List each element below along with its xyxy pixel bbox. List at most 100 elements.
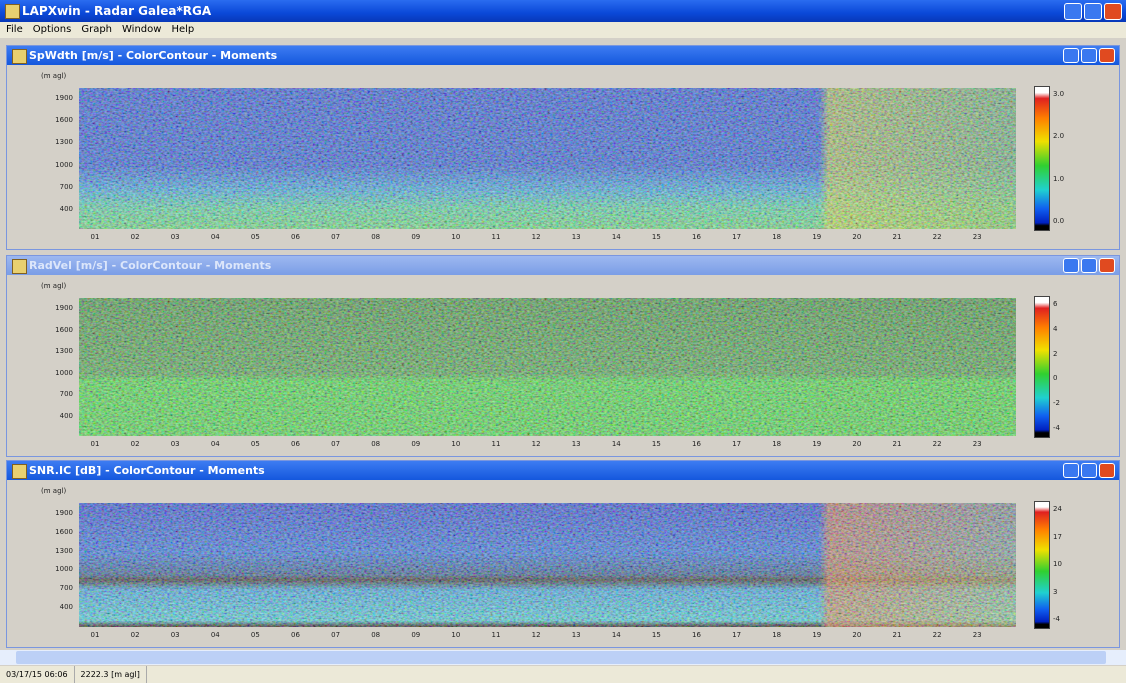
- x-tick-label: 01: [90, 233, 100, 241]
- x-tick-label: 13: [571, 233, 581, 241]
- x-tick-label: 11: [491, 631, 501, 639]
- maximize-button[interactable]: [1081, 48, 1097, 63]
- y-tick-label: 1000: [55, 160, 73, 169]
- plot-window-buttons: [1063, 258, 1115, 273]
- plot-window-title-bar: SpWdth [m/s] - ColorContour - Moments: [7, 46, 1119, 65]
- app-icon: [5, 4, 20, 19]
- x-tick-label: 06: [291, 631, 300, 639]
- colorbar-label: 1.0: [1053, 174, 1065, 183]
- x-tick-label: 06: [291, 440, 300, 448]
- y-tick-label: 1300: [55, 138, 73, 147]
- speckle: [79, 503, 1016, 627]
- plot-icon: [12, 259, 27, 274]
- title-bar: LAPXwin - Radar Galea*RGA: [0, 0, 1126, 22]
- x-tick-label: 17: [732, 631, 742, 639]
- plot-window: RadVel [m/s] - ColorContour - Moments (m …: [6, 255, 1120, 457]
- x-tick-label: 04: [210, 631, 220, 639]
- x-tick-label: 18: [772, 631, 782, 639]
- minimize-button[interactable]: [1063, 258, 1079, 273]
- minimize-button[interactable]: [1064, 3, 1082, 20]
- colorbar-label: 2: [1053, 349, 1058, 358]
- x-tick-label: 12: [531, 631, 541, 639]
- x-tick-label: 10: [451, 631, 461, 639]
- close-button[interactable]: [1099, 463, 1115, 478]
- x-tick-label: 15: [651, 440, 661, 448]
- x-tick-label: 02: [130, 233, 140, 241]
- window-title: LAPXwin - Radar Galea*RGA: [22, 4, 212, 18]
- x-tick-label: 12: [531, 440, 541, 448]
- window-buttons: [1064, 3, 1122, 20]
- menu-item[interactable]: File: [6, 24, 23, 35]
- menu-item[interactable]: Window: [122, 24, 162, 35]
- x-tick-label: 05: [250, 440, 260, 448]
- menu-item[interactable]: Options: [32, 24, 72, 35]
- x-tick-label: 13: [571, 440, 581, 448]
- y-tick-label: 1900: [55, 94, 73, 102]
- y-tick-label: 1300: [55, 546, 73, 555]
- menu-item[interactable]: Help: [171, 24, 195, 35]
- colorbar-label: -4: [1053, 424, 1060, 432]
- x-tick-label: 19: [812, 440, 822, 448]
- x-tick-label: 05: [250, 631, 260, 639]
- x-tick-label: 05: [250, 233, 260, 241]
- x-tick-label: 22: [932, 631, 942, 639]
- minimize-button[interactable]: [1063, 463, 1079, 478]
- plot-icon: [12, 464, 27, 479]
- colorbar: [1034, 86, 1050, 231]
- x-tick-label: 18: [772, 233, 782, 241]
- x-tick-label: 04: [210, 233, 220, 241]
- y-tick-label: 1300: [55, 347, 73, 356]
- colorbar-label: 4: [1053, 324, 1058, 333]
- colorbar: [1034, 296, 1050, 438]
- y-tick-label: 700: [59, 390, 73, 399]
- plot-window: SNR.IC [dB] - ColorContour - Moments (m a…: [6, 460, 1120, 648]
- minimize-button[interactable]: [1063, 48, 1079, 63]
- maximize-button[interactable]: [1081, 258, 1097, 273]
- status-bar: 03/17/15 06:06 2222.3 [m agl]: [0, 666, 1126, 683]
- x-tick-label: 06: [291, 233, 300, 241]
- menu-bar: File Options Graph Window Help: [0, 22, 1126, 38]
- x-tick-label: 19: [812, 631, 822, 639]
- x-tick-label: 21: [892, 631, 902, 639]
- plot-title: SpWdth [m/s] - ColorContour - Moments: [29, 49, 278, 62]
- y-tick-label: 700: [59, 584, 73, 593]
- colorbar-label: 3.0: [1053, 90, 1065, 98]
- x-tick-label: 03: [170, 233, 180, 241]
- x-tick-label: 03: [170, 440, 180, 448]
- maximize-button[interactable]: [1081, 463, 1097, 478]
- x-tick-label: 07: [331, 440, 341, 448]
- speckle-texture: [79, 298, 1016, 436]
- x-tick-label: 14: [611, 440, 621, 448]
- x-tick-label: 23: [972, 631, 982, 639]
- x-tick-label: 22: [932, 440, 942, 448]
- x-tick-label: 20: [852, 440, 862, 448]
- x-tick-label: 21: [892, 233, 902, 241]
- colorbar-label: 0.0: [1053, 217, 1065, 225]
- horizontal-scrollbar[interactable]: [0, 650, 1126, 665]
- x-tick-label: 10: [451, 233, 461, 241]
- y-tick-label: 1600: [55, 116, 73, 125]
- scroll-thumb[interactable]: [16, 651, 1106, 664]
- plot-title: SNR.IC [dB] - ColorContour - Moments: [29, 464, 265, 477]
- y-tick-label: 1000: [55, 565, 73, 574]
- status-field: 2222.3 [m agl]: [75, 666, 147, 683]
- x-tick-label: 08: [371, 233, 381, 241]
- close-button[interactable]: [1099, 258, 1115, 273]
- close-button[interactable]: [1104, 3, 1122, 20]
- x-tick-label: 11: [491, 233, 501, 241]
- x-tick-label: 23: [972, 440, 982, 448]
- colorbar-label: 0: [1053, 374, 1058, 383]
- colorbar-label: 2.0: [1053, 132, 1065, 141]
- maximize-button[interactable]: [1084, 3, 1102, 20]
- colorbar: [1034, 501, 1050, 629]
- close-button[interactable]: [1099, 48, 1115, 63]
- x-tick-label: 03: [170, 631, 180, 639]
- y-tick-label: 1900: [55, 304, 73, 312]
- x-tick-label: 18: [772, 440, 782, 448]
- x-tick-label: 17: [732, 233, 742, 241]
- x-tick-label: 17: [732, 440, 742, 448]
- y-tick-label: 1000: [55, 368, 73, 377]
- x-tick-label: 22: [932, 233, 942, 241]
- menu-item[interactable]: Graph: [81, 24, 113, 35]
- y-axis-label: (m agl): [41, 72, 67, 80]
